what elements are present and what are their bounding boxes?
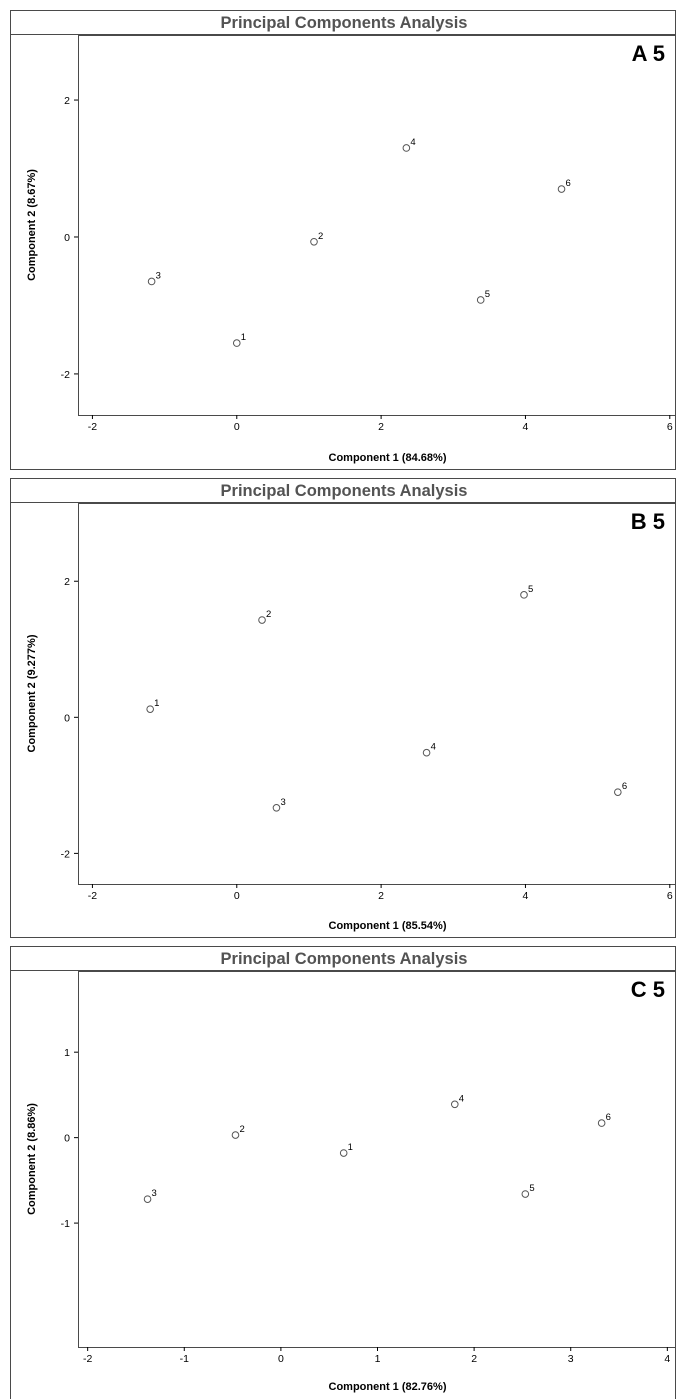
x-tick-label-c: -2	[83, 1353, 92, 1365]
point-label-c-3: 3	[152, 1188, 157, 1199]
point-label-a-4: 4	[410, 137, 415, 148]
point-label-a-1: 1	[241, 332, 246, 343]
y-tick-label-b: -2	[61, 848, 70, 860]
pca-panel-b: Principal Components Analysis B 5 -2 0 2 4 6 -2…	[10, 478, 676, 938]
x-tick-label-c: 3	[568, 1353, 574, 1365]
data-point-a-2	[311, 238, 318, 245]
x-tick-label-b: -2	[88, 890, 97, 902]
chart-title-c: Principal Components Analysis	[221, 950, 468, 968]
x-tick-label-a: -2	[88, 421, 97, 433]
point-label-c-6: 6	[606, 1112, 611, 1123]
point-label-c-5: 5	[529, 1183, 534, 1194]
x-axis-label-c: Component 1 (82.76%)	[329, 1381, 447, 1393]
panel-label-a: A 5	[632, 41, 665, 66]
x-tick-label-b: 2	[378, 890, 384, 902]
point-label-b-3: 3	[280, 797, 285, 808]
point-label-a-5: 5	[485, 289, 490, 300]
pca-chart-a: Principal Components Analysis A 5 -2 0 2 4 6 -2…	[11, 11, 676, 471]
x-tick-label-c: 0	[278, 1353, 284, 1365]
point-label-a-2: 2	[318, 231, 323, 242]
plot-area-a	[79, 36, 676, 416]
data-point-a-4	[403, 145, 410, 152]
y-tick-label-c: -1	[61, 1218, 70, 1230]
pca-chart-c: Principal Components Analysis C 5 -2 -1 0 1 2 3…	[11, 947, 676, 1400]
point-label-c-1: 1	[348, 1142, 353, 1153]
data-point-b-6	[615, 789, 622, 796]
y-tick-label-a: 0	[64, 232, 70, 244]
data-point-c-5	[522, 1191, 529, 1198]
x-tick-label-a: 6	[667, 421, 673, 433]
point-label-b-2: 2	[266, 609, 271, 620]
x-tick-label-a: 2	[378, 421, 384, 433]
x-tick-label-c: 1	[375, 1353, 381, 1365]
data-point-c-3	[144, 1196, 151, 1203]
plot-area-c	[79, 972, 676, 1348]
data-point-a-3	[148, 278, 155, 285]
point-label-b-1: 1	[154, 698, 159, 709]
x-tick-label-c: 2	[471, 1353, 477, 1365]
chart-title-b: Principal Components Analysis	[221, 482, 468, 500]
point-label-a-3: 3	[156, 270, 161, 281]
pca-panel-c: Principal Components Analysis C 5 -2 -1 0 1 2 3…	[10, 946, 676, 1399]
data-point-c-6	[598, 1120, 605, 1127]
y-tick-label-a: 2	[64, 95, 70, 107]
data-point-a-1	[233, 340, 240, 347]
data-point-a-5	[477, 297, 484, 304]
pca-chart-b: Principal Components Analysis B 5 -2 0 2 4 6 -2…	[11, 479, 676, 939]
x-axis-label-b: Component 1 (85.54%)	[329, 920, 447, 932]
chart-title-a: Principal Components Analysis	[221, 14, 468, 32]
data-point-b-1	[147, 706, 154, 713]
point-label-c-2: 2	[239, 1124, 244, 1135]
x-tick-label-a: 4	[523, 421, 529, 433]
pca-panel-a: Principal Components Analysis A 5 -2 0 2 4 6 -2…	[10, 10, 676, 470]
panel-label-c: C 5	[631, 977, 665, 1002]
point-label-b-5: 5	[528, 584, 533, 595]
data-point-b-3	[273, 805, 280, 812]
y-axis-label-a: Component 2 (8.67%)	[26, 169, 38, 281]
data-point-c-1	[340, 1150, 347, 1157]
x-tick-label-b: 6	[667, 890, 673, 902]
data-point-a-6	[558, 186, 565, 193]
point-label-b-6: 6	[622, 781, 627, 792]
data-point-b-4	[423, 749, 430, 756]
data-point-b-2	[259, 617, 266, 624]
panel-label-b: B 5	[631, 509, 665, 534]
x-tick-label-a: 0	[234, 421, 240, 433]
point-label-a-6: 6	[566, 178, 571, 189]
point-label-b-4: 4	[431, 742, 436, 753]
y-tick-label-c: 0	[64, 1133, 70, 1145]
x-tick-label-b: 0	[234, 890, 240, 902]
x-tick-label-c: 4	[664, 1353, 670, 1365]
data-point-c-2	[232, 1132, 239, 1139]
y-tick-label-c: 1	[64, 1047, 70, 1059]
x-axis-label-a: Component 1 (84.68%)	[329, 452, 447, 464]
data-point-c-4	[451, 1101, 458, 1108]
y-tick-label-b: 2	[64, 576, 70, 588]
y-tick-label-a: -2	[61, 369, 70, 381]
y-axis-label-c: Component 2 (8.86%)	[26, 1103, 38, 1215]
plot-area-b	[79, 504, 676, 885]
y-axis-label-b: Component 2 (9.277%)	[26, 634, 38, 752]
x-tick-label-b: 4	[523, 890, 529, 902]
data-point-b-5	[521, 592, 528, 599]
point-label-c-4: 4	[459, 1093, 464, 1104]
y-tick-label-b: 0	[64, 712, 70, 724]
x-tick-label-c: -1	[180, 1353, 189, 1365]
